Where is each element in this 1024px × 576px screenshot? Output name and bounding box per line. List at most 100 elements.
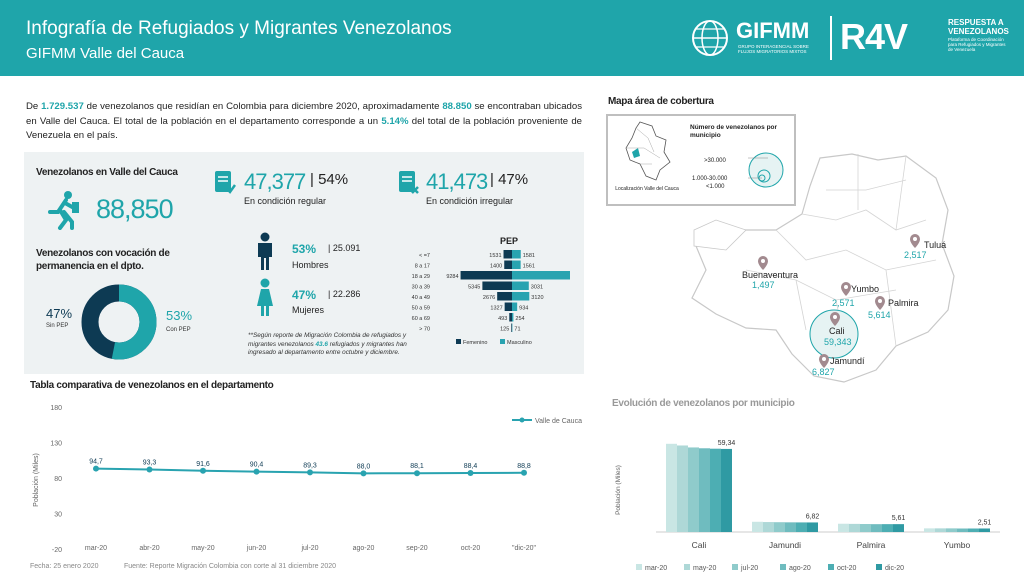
bar (796, 522, 807, 532)
document-x-icon (399, 171, 419, 194)
pin-icon (874, 296, 886, 310)
y-tick-label: 180 (50, 405, 62, 412)
pyramid-value-masculino: 934 (519, 306, 528, 312)
logo-r4v-line1: RESPUESTA A (948, 18, 1004, 27)
pyramid-age-label: > 70 (419, 327, 430, 333)
city-buenaventura: Buenaventura (742, 270, 799, 280)
legend-range-2: 1.000-30.000 (692, 176, 728, 182)
x-tick-label: mar-20 (85, 545, 107, 552)
intro-text: de venezolanos que residían en Colombia … (83, 101, 443, 112)
footer-fuente: Fuente: Reporte Migración Colombia con c… (124, 563, 337, 570)
pyramid-bar-femenino (504, 302, 512, 311)
pyramid-value-masculino: 71 (514, 327, 520, 333)
city-cali-value: 59,343 (824, 337, 852, 347)
line-value-label: 94,7 (89, 459, 103, 466)
y-tick-label: 30 (54, 512, 62, 519)
line-point (146, 466, 153, 473)
summary-panel (24, 152, 584, 374)
bar (935, 528, 946, 532)
bar-top-label: 2,51 (978, 519, 992, 526)
pyramid-bar-femenino (482, 281, 512, 290)
regular-pct: | 54% (310, 171, 349, 188)
hombres-label: Hombres (292, 260, 329, 270)
city-buenaventura-value: 1,497 (752, 280, 775, 290)
pyramid-bar-masculino (512, 281, 529, 290)
sin-pep-label: Sin PEP (46, 323, 69, 329)
pyramid-value-femenino: 1400 (490, 264, 502, 270)
line-point (521, 469, 527, 476)
mujeres-num: | 22.286 (328, 289, 361, 299)
line-point (360, 470, 367, 477)
legend-swatch-masculino (500, 339, 505, 344)
regular-label: En condición regular (244, 196, 327, 206)
bar (699, 448, 710, 532)
intro-total-colombia: 1.729.537 (41, 101, 84, 112)
intro-total-valle: 88.850 (442, 101, 472, 112)
y-axis-label: Población (Miles) (615, 465, 622, 515)
category-label: Cali (692, 540, 707, 550)
legend-label: ago-20 (789, 565, 811, 572)
legend-swatch-femenino (456, 339, 461, 344)
x-tick-label: ago-20 (353, 545, 375, 552)
line-chart: -20 30 80 130 180 mar-20 abr-20 may-20 jun-20 jul… (33, 405, 582, 554)
pyramid-bar-masculino (512, 260, 521, 269)
legend-range-1: >30.000 (704, 158, 726, 164)
legend-range-3: <1.000 (706, 184, 725, 190)
line-point (253, 468, 260, 475)
page-subtitle: GIFMM Valle del Cauca (26, 45, 185, 62)
line-value-label: 89,3 (303, 462, 317, 469)
pyramid-bar-femenino (511, 323, 512, 332)
bar (838, 523, 849, 532)
pyramid-bar-femenino (497, 292, 512, 301)
loc-label: Localización Valle del Cauca (615, 186, 679, 192)
venez-valle-label: Venezolanos en Valle del Cauca (36, 167, 178, 178)
pyramid-value-femenino: 1531 (489, 253, 501, 259)
bar (785, 522, 796, 532)
bar (957, 528, 968, 532)
logo-gifmm-sub: GRUPO INTERAGENCIAL SOBRE FLUJOS MIGRATO… (738, 44, 809, 54)
line-value-label: 88,4 (464, 463, 478, 470)
logo-r4v-line2: VENEZOLANOS (948, 27, 1009, 36)
y-tick-label: 130 (50, 441, 62, 448)
pin-icon (840, 282, 852, 296)
pyramid-bar-masculino (512, 313, 514, 322)
line-value-label: 93,3 (143, 460, 157, 467)
bar (763, 522, 774, 532)
intro-text: De (26, 101, 42, 112)
pyramid-bar-femenino (504, 260, 512, 269)
hombres-num: | 25.091 (328, 243, 361, 253)
line-point (467, 470, 474, 477)
pyramid-bar-femenino (503, 250, 512, 259)
pyramid-bar-masculino (512, 271, 570, 280)
pyramid-bar-femenino (460, 271, 512, 280)
bar (666, 443, 677, 532)
line-value-label: 88,1 (410, 463, 424, 470)
x-tick-label: "dic-20" (512, 545, 537, 552)
legend-label: jul-20 (740, 565, 758, 572)
bar (946, 528, 957, 532)
legend-swatch (684, 564, 690, 570)
bar-top-label: 6,82 (806, 513, 820, 520)
irregular-num: 41,473 (426, 169, 488, 194)
city-jamundi-value: 6,827 (812, 367, 835, 377)
legend-title: Número de venezolanos por municipio (690, 124, 778, 139)
colombia-mini-map (625, 121, 671, 181)
legend-swatch (636, 564, 642, 570)
line-value-label: 91,6 (196, 461, 210, 468)
pyramid-value-masculino: 1581 (523, 253, 535, 259)
y-tick-label: 80 (54, 476, 62, 483)
logos: GIFMM GRUPO INTERAGENCIAL SOBRE FLUJOS M… (690, 16, 1010, 60)
pep-donut (81, 284, 157, 360)
bar (893, 524, 904, 532)
valle-map (691, 153, 955, 383)
woman-icon (257, 278, 273, 316)
pyramid-bar-masculino (512, 250, 521, 259)
vocacion-label: Venezolanos con vocación de permanencia … (36, 248, 170, 272)
pyramid-value-femenino: 1327 (490, 306, 502, 312)
hombres-pct: 53% (292, 242, 317, 256)
bar-top-label: 5,61 (892, 515, 906, 522)
note-text: refugiados y migrantes han ingresado al … (248, 340, 407, 357)
legend-label: Valle de Cauca (535, 418, 582, 425)
mujeres-pct: 47% (292, 288, 317, 302)
